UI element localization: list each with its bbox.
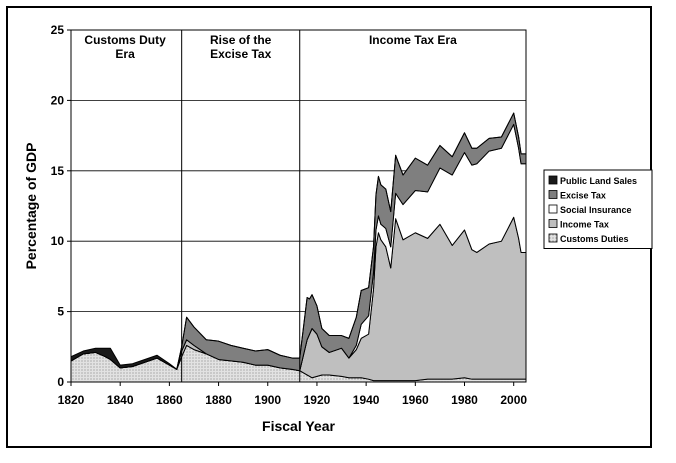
- y-tick-label: 15: [51, 164, 65, 178]
- series-area-public-land-sales: [70, 112, 527, 370]
- legend-swatch: [548, 204, 558, 214]
- era-label: Customs Duty Era: [84, 33, 166, 61]
- era-label-line: Rise of the: [210, 33, 272, 47]
- legend-box: [543, 169, 653, 249]
- legend-item: Customs Duties: [548, 233, 629, 244]
- x-tick-label: 2000: [500, 393, 527, 407]
- legend-label: Excise Tax: [560, 191, 606, 201]
- era-label-line: Era: [115, 47, 135, 61]
- x-axis-label: Fiscal Year: [262, 418, 335, 434]
- x-tick-label: 1820: [58, 393, 85, 407]
- y-axis-label: Percentage of GDP: [23, 143, 39, 270]
- y-tick-label: 20: [51, 93, 65, 107]
- x-tick-label: 1940: [353, 393, 380, 407]
- era-label: Rise of the Excise Tax: [210, 33, 272, 61]
- y-tick-label: 5: [57, 305, 64, 319]
- era-label-line: Income Tax Era: [369, 33, 457, 47]
- legend-label: Social Insurance: [560, 205, 632, 215]
- legend-item: Public Land Sales: [548, 175, 637, 186]
- plot-border: [70, 29, 527, 383]
- era-label-line: Excise Tax: [210, 47, 271, 61]
- legend-label: Customs Duties: [560, 234, 629, 244]
- x-tick-label: 1960: [402, 393, 429, 407]
- legend-item: Social Insurance: [548, 204, 632, 215]
- legend-swatch: [548, 190, 558, 199]
- y-tick-label: 0: [57, 375, 64, 389]
- y-tick-label: 10: [51, 234, 65, 248]
- legend-swatch: [548, 219, 558, 228]
- legend-item: Income Tax: [548, 219, 609, 230]
- x-tick-label: 1880: [205, 393, 232, 407]
- x-tick-label: 1840: [107, 393, 134, 407]
- legend-label: Public Land Sales: [560, 176, 637, 186]
- era-label: Income Tax Era: [369, 33, 457, 47]
- legend-swatch: [548, 233, 558, 243]
- y-tick-label: 25: [51, 23, 65, 37]
- x-tick-label: 1900: [254, 393, 281, 407]
- x-tick-label: 1980: [451, 393, 478, 407]
- legend-swatch: [548, 175, 558, 185]
- x-tick-label: 1860: [156, 393, 183, 407]
- era-label-line: Customs Duty: [84, 33, 166, 47]
- plot-area: [70, 29, 527, 383]
- legend-label: Income Tax: [560, 220, 609, 230]
- x-tick-label: 1920: [304, 393, 331, 407]
- legend-item: Excise Tax: [548, 190, 606, 201]
